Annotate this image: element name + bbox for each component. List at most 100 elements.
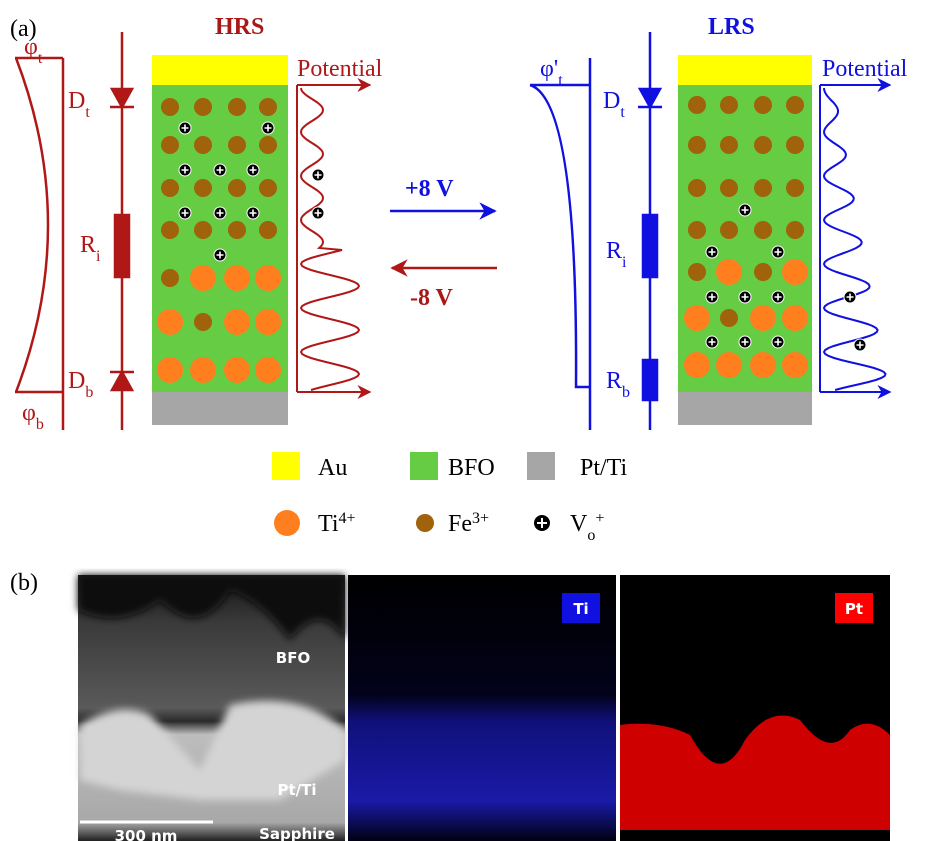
symbol-main: R [606,368,622,394]
ti-ion [716,259,742,285]
ti-ion [190,357,216,383]
ti-ion [750,305,776,331]
ti-ion [190,265,216,291]
symbol-sup: + [595,510,604,527]
fe-ion [161,98,179,116]
image-label: Pt [845,600,863,618]
legend-label: Au [318,455,347,481]
symbol-label: Ri [80,232,101,265]
fe-ion [720,179,738,197]
scale-bar-label: 300 nm [115,827,178,841]
image-label: Ti [573,600,588,618]
fe-ion [161,269,179,287]
symbol-label: φb [22,400,44,433]
fe-ion [786,136,804,154]
fe-ion [786,96,804,114]
ti-ion [224,309,250,335]
sem-image [78,575,345,841]
ti-ion [782,305,808,331]
symbol-sub: b [85,384,93,401]
lrs-circuit [638,32,662,430]
fe-ion [194,221,212,239]
fe-ion [754,263,772,281]
reset-voltage: -8 V [410,285,454,311]
fe-ion [688,96,706,114]
symbol-sub: i [622,254,627,271]
ti-ion [750,352,776,378]
symbol-sub: o [587,527,595,544]
fe-ion [754,221,772,239]
ti-ion [157,357,183,383]
fe-ion [688,221,706,239]
panel-label: (b) [10,570,38,596]
fe-ion [754,136,772,154]
symbol-label: Dt [68,88,90,121]
symbol-label: Db [68,368,93,401]
fe-ion [228,136,246,154]
fe-ion [786,221,804,239]
ti-ion [224,357,250,383]
fe-ion [259,98,277,116]
symbol-label: φt [24,34,43,67]
symbol-main: Fe [448,511,472,537]
legend-label: Pt/Ti [580,455,628,481]
symbol-label: Rb [606,368,630,401]
fe-ion [194,179,212,197]
set-voltage: +8 V [405,176,454,202]
hrs-circuit [110,32,134,430]
symbol-sup: 3+ [472,510,489,527]
ti-ion [684,352,710,378]
symbol-label: φ't [540,56,563,89]
symbol-sub: i [96,248,101,265]
potential-label: Potential [297,56,383,82]
symbol-sup: 4+ [338,510,355,527]
fe-ion [688,136,706,154]
symbol-label: Ri [606,238,627,271]
fe-ion [161,136,179,154]
ti-ion [255,357,281,383]
hrs-title: HRS [215,14,264,40]
fe-ion [228,179,246,197]
symbol-main: R [606,238,622,264]
symbol-main: D [68,368,85,394]
symbol-sub: b [622,384,630,401]
hrs-barrier [15,58,63,430]
symbol-main: R [80,232,96,258]
symbol-sub: t [38,50,43,67]
image-label: Pt/Ti [277,781,316,799]
ti-ion [157,309,183,335]
lrs-title: LRS [708,14,755,40]
ti-ion [716,352,742,378]
fe-ion [194,313,212,331]
ti-ion [684,305,710,331]
fe-ion [754,179,772,197]
symbol-main: φ [22,400,36,426]
image-label: Sapphire [259,825,335,841]
ti-ion [255,265,281,291]
fe-ion [161,179,179,197]
fe-ion [228,98,246,116]
fe-ion [259,136,277,154]
fe-ion [194,98,212,116]
potential-curve [301,88,359,390]
fe-ion [720,96,738,114]
symbol-sub: b [36,416,44,433]
ti-ion [782,352,808,378]
fe-ion [786,179,804,197]
legend-label: BFO [448,455,495,481]
symbol-sub: t [558,72,563,89]
hrs-potential-axes [297,85,370,392]
potential-label: Potential [822,56,908,82]
symbol-main: D [68,88,85,114]
ti-ion [782,259,808,285]
fe-ion [688,179,706,197]
symbol-label: Ti4+ [318,510,356,538]
image-label: BFO [276,649,310,667]
symbol-label: Vo+ [570,510,604,544]
symbol-main: V [570,511,588,537]
symbol-main: φ [24,34,38,60]
fe-ion [720,136,738,154]
ti-ion [224,265,250,291]
symbol-label: Dt [603,88,625,121]
symbol-sub: t [620,104,625,121]
